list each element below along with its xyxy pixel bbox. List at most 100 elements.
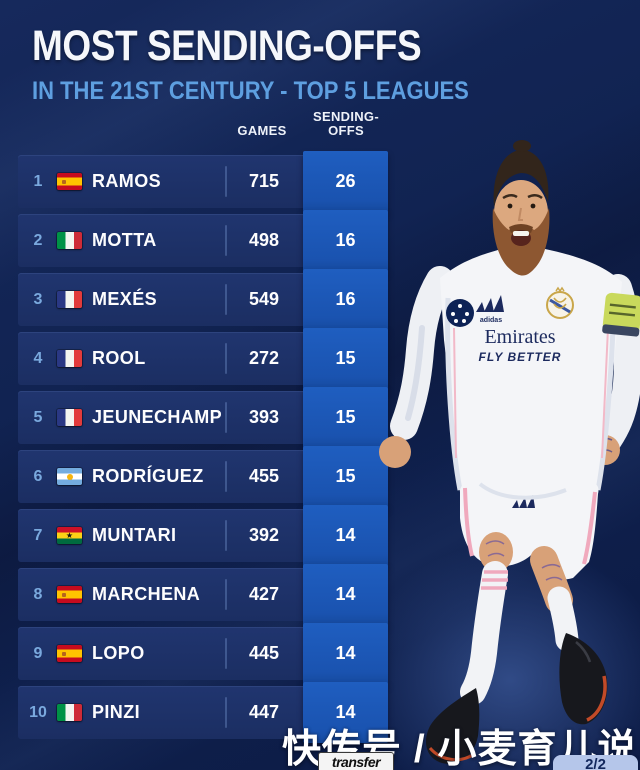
eyebrows xyxy=(502,194,543,200)
player-name: MOTTA xyxy=(92,230,157,250)
player-name: RODRÍGUEZ xyxy=(92,466,204,486)
sending-offs-value: 26 xyxy=(335,171,356,191)
page-subtitle: IN THE 21ST CENTURY - TOP 5 LEAGUES xyxy=(32,77,469,105)
table-row: 10 PINZI 447 14 xyxy=(18,682,388,743)
sending-offs-cell: 15 xyxy=(303,328,388,389)
ucl-starball-patch-icon xyxy=(446,299,474,327)
player-left-fist xyxy=(379,436,411,468)
player-name: MARCHENA xyxy=(92,584,201,604)
rank-number: 2 xyxy=(33,232,43,249)
sending-offs-value: 14 xyxy=(335,525,356,545)
sending-offs-value: 14 xyxy=(335,584,356,604)
games-value: 427 xyxy=(248,584,280,604)
rank-number: 6 xyxy=(33,468,43,485)
games-value: 272 xyxy=(248,348,280,368)
transfermarkt-logo-text: transfer xyxy=(331,754,381,770)
mustache xyxy=(509,224,533,233)
rank-number: 9 xyxy=(33,645,43,662)
rank-number: 1 xyxy=(33,173,43,190)
column-divider xyxy=(225,520,227,551)
shorts-pink-stripes xyxy=(463,487,597,565)
column-divider xyxy=(225,166,227,197)
rank-number: 7 xyxy=(33,527,43,544)
column-divider xyxy=(225,284,227,315)
column-divider xyxy=(225,225,227,256)
sending-offs-column-header: SENDING- OFFS xyxy=(303,110,389,138)
column-divider xyxy=(225,343,227,374)
table-row: 7 MUNTARI 392 14 xyxy=(18,505,388,566)
shorts-adidas-logo-icon xyxy=(512,495,535,508)
player-right-leg xyxy=(530,546,608,725)
sending-offs-cell: 16 xyxy=(303,269,388,330)
column-divider xyxy=(225,579,227,610)
table-row: 2 MOTTA 498 16 xyxy=(18,210,388,271)
argentina-flag-icon xyxy=(57,468,82,485)
sending-offs-cell: 15 xyxy=(303,387,388,448)
games-column-header: GAMES xyxy=(237,123,287,138)
sending-offs-value: 14 xyxy=(335,702,356,722)
sending-offs-cell: 14 xyxy=(303,505,388,566)
player-name: ROOL xyxy=(92,348,146,368)
boot-sole-accent xyxy=(586,675,607,722)
ghana-flag-icon xyxy=(57,527,82,544)
games-value: 455 xyxy=(248,466,280,486)
rank-number: 8 xyxy=(33,586,43,603)
thigh-tattoos xyxy=(541,563,563,581)
games-value: 445 xyxy=(248,643,280,663)
table-row: 8 MARCHENA 427 14 xyxy=(18,564,388,625)
captain-armband xyxy=(602,292,640,337)
player-name: MUNTARI xyxy=(92,525,177,545)
spain-flag-icon xyxy=(57,586,82,603)
games-value: 549 xyxy=(248,289,280,309)
rank-number: 4 xyxy=(33,350,43,367)
rank-number: 3 xyxy=(33,291,43,308)
left-boot xyxy=(426,688,480,764)
player-name: LOPO xyxy=(92,643,145,663)
sending-offs-cell: 26 xyxy=(303,151,388,212)
emirates-sponsor-text: Emirates xyxy=(484,326,555,348)
sleeve-shading xyxy=(405,325,425,421)
player-left-leg xyxy=(426,532,513,764)
teeth xyxy=(513,231,529,236)
sending-offs-value: 15 xyxy=(335,348,356,368)
sending-offs-cell: 14 xyxy=(303,682,388,743)
table-row: 9 LOPO 445 14 xyxy=(18,623,388,684)
page-number-badge: 2/2 xyxy=(553,755,638,770)
spain-flag-icon xyxy=(57,645,82,662)
player-name: JEUNECHAMP xyxy=(92,407,223,427)
real-madrid-crest-icon xyxy=(546,286,574,319)
games-value: 715 xyxy=(248,171,280,191)
transfermarkt-logo: transfer xyxy=(318,752,394,770)
sock-pink-hoops xyxy=(481,570,508,590)
jersey-pink-pinstripes xyxy=(453,327,609,459)
player-hair xyxy=(493,150,549,208)
shorts-shading xyxy=(478,482,567,500)
player-name: MEXÉS xyxy=(92,289,158,309)
france-flag-icon xyxy=(57,291,82,308)
column-divider xyxy=(225,402,227,433)
games-value: 447 xyxy=(248,702,280,722)
column-divider xyxy=(225,697,227,728)
player-name: PINZI xyxy=(92,702,141,722)
player-name: RAMOS xyxy=(92,171,161,191)
leg-tattoos xyxy=(485,540,505,557)
italy-flag-icon xyxy=(57,232,82,249)
sending-offs-cell: 15 xyxy=(303,446,388,507)
sending-offs-value: 15 xyxy=(335,466,356,486)
spain-flag-icon xyxy=(57,173,82,190)
nose xyxy=(517,207,523,221)
france-flag-icon xyxy=(57,409,82,426)
sending-offs-value: 14 xyxy=(335,643,356,663)
right-boot xyxy=(559,633,608,725)
sending-offs-header-line1: SENDING- xyxy=(313,109,379,124)
fly-better-sponsor-text: FLY BETTER xyxy=(479,350,562,364)
rank-number: 5 xyxy=(33,409,43,426)
france-flag-icon xyxy=(57,350,82,367)
hair-bun xyxy=(513,140,531,152)
sending-offs-header-line2: OFFS xyxy=(328,123,364,138)
sending-offs-cell: 16 xyxy=(303,210,388,271)
sending-offs-value: 16 xyxy=(335,230,356,250)
page-title: MOST SENDING-OFFS xyxy=(32,22,422,70)
table-row: 1 RAMOS 715 26 xyxy=(18,151,388,212)
